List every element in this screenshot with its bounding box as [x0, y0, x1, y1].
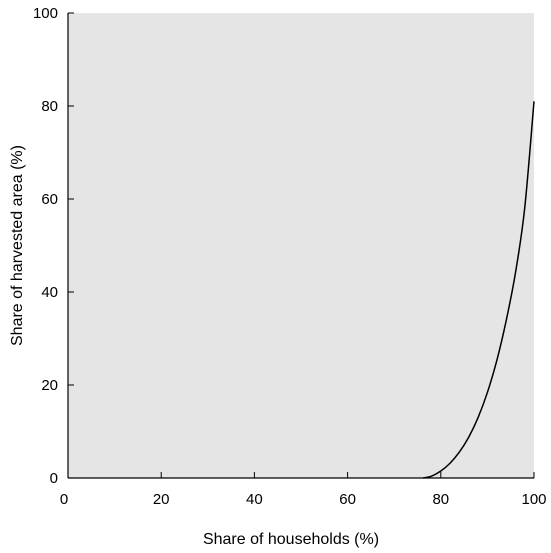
y-axis-tick-labels: 0 20 40 60 80 100: [33, 5, 58, 487]
y-tick-label: 0: [50, 470, 58, 487]
x-tick-label: 40: [246, 491, 263, 508]
plot-area: [68, 13, 534, 478]
y-tick-label: 60: [41, 191, 58, 208]
x-tick-label: 20: [153, 491, 170, 508]
y-tick-label: 20: [41, 377, 58, 394]
y-axis-title: Share of harvested area (%): [9, 145, 26, 346]
x-tick-label: 100: [521, 491, 546, 508]
x-tick-label: 0: [60, 491, 68, 508]
x-tick-label: 60: [339, 491, 356, 508]
y-tick-label: 80: [41, 98, 58, 115]
y-tick-label: 40: [41, 284, 58, 301]
y-tick-label: 100: [33, 5, 58, 22]
series-line: [422, 101, 535, 479]
x-axis-title: Share of households (%): [203, 531, 379, 548]
x-tick-label: 80: [432, 491, 449, 508]
x-axis-tick-labels: 0 20 40 60 80 100: [60, 491, 547, 508]
